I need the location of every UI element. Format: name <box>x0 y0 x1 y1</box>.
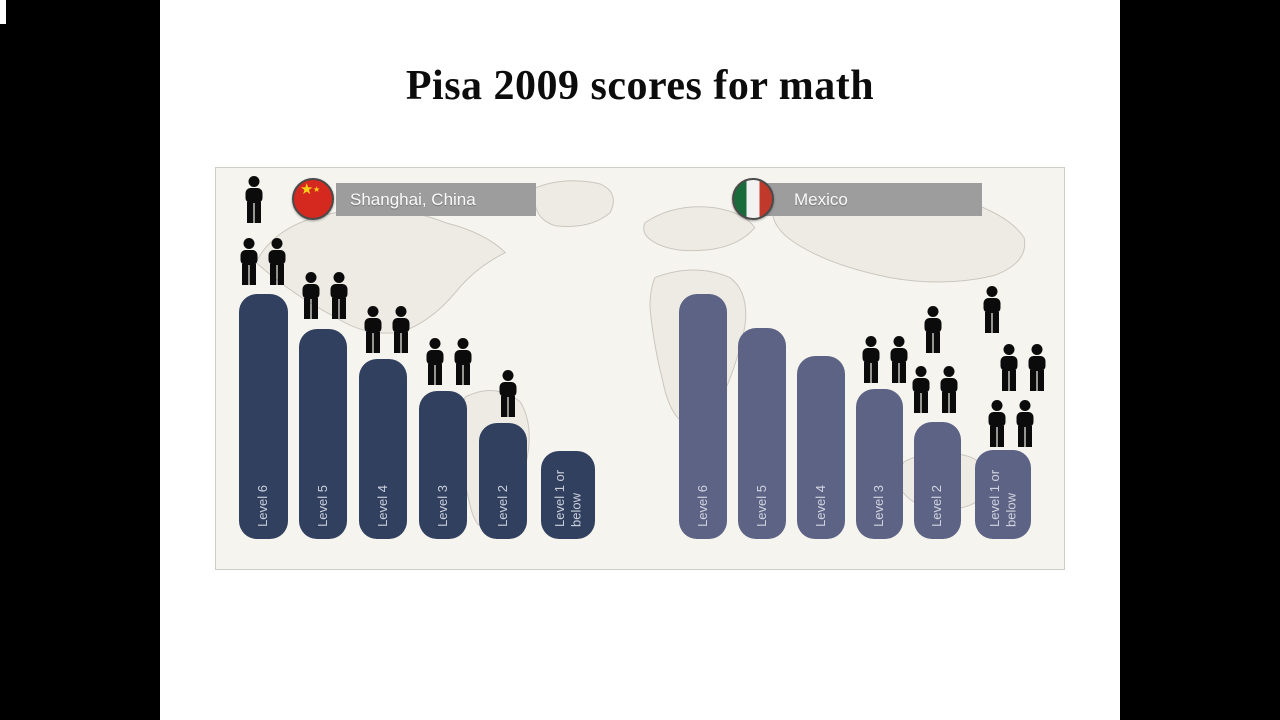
legend-shanghai: Shanghai, China <box>336 183 536 216</box>
legend-mexico: Mexico <box>756 183 982 216</box>
bar-label: Level 6 <box>255 485 271 527</box>
person-icon <box>912 366 930 413</box>
bar-shanghai-level5: Level 5 <box>299 329 347 539</box>
person-icon <box>240 238 258 285</box>
bar-label: Level 1 or below <box>551 469 583 527</box>
mexico-flag-icon <box>732 178 774 220</box>
bar-shanghai-level4: Level 4 <box>359 359 407 539</box>
person-icon <box>245 176 263 223</box>
bar-label: Level 4 <box>812 485 828 527</box>
bar-mexico-level2: Level 2 <box>914 422 961 539</box>
bar-label: Level 1 or below <box>986 469 1018 527</box>
person-icon <box>499 370 517 417</box>
person-icon <box>940 366 958 413</box>
china-flag-small-star: ★ <box>313 185 321 194</box>
person-icon <box>1000 344 1018 391</box>
person-icon <box>454 338 472 385</box>
bar-label: Level 4 <box>374 485 390 527</box>
bar-mexico-level3: Level 3 <box>856 389 903 539</box>
bar-shanghai-level1-or-below: Level 1 or below <box>541 451 595 539</box>
bar-label: Level 6 <box>694 485 710 527</box>
bar-label: Level 3 <box>871 485 887 527</box>
person-icon <box>924 306 942 353</box>
person-icon <box>392 306 410 353</box>
bar-label: Level 5 <box>753 485 769 527</box>
china-flag-icon: ★ ★ <box>292 178 334 220</box>
bar-mexico-level6: Level 6 <box>679 294 727 539</box>
person-icon <box>988 400 1006 447</box>
bar-label: Level 3 <box>434 485 450 527</box>
china-flag-star: ★ <box>300 181 314 198</box>
person-icon <box>983 286 1001 333</box>
person-icon <box>890 336 908 383</box>
bar-shanghai-level3: Level 3 <box>419 391 467 539</box>
bar-mexico-level1-or-below: Level 1 or below <box>975 450 1031 539</box>
slide-title: Pisa 2009 scores for math <box>405 63 875 109</box>
pisa-pictogram-chart: Shanghai, China ★ ★ Mexico Level 6 Level… <box>215 167 1065 570</box>
person-icon <box>1016 400 1034 447</box>
bar-label: Level 5 <box>314 485 330 527</box>
bar-mexico-level4: Level 4 <box>797 356 845 539</box>
bar-label: Level 2 <box>494 485 510 527</box>
legend-shanghai-label: Shanghai, China <box>350 190 476 209</box>
legend-mexico-label: Mexico <box>794 190 848 209</box>
video-frame-artifact <box>0 0 6 24</box>
person-icon <box>862 336 880 383</box>
person-icon <box>364 306 382 353</box>
slide: Pisa 2009 scores for math <box>160 0 1120 720</box>
person-icon <box>426 338 444 385</box>
bar-shanghai-level2: Level 2 <box>479 423 527 539</box>
person-icon <box>302 272 320 319</box>
bar-label: Level 2 <box>929 485 945 527</box>
person-icon <box>268 238 286 285</box>
bar-shanghai-level6: Level 6 <box>239 294 288 539</box>
person-icon <box>330 272 348 319</box>
person-icon <box>1028 344 1046 391</box>
bar-mexico-level5: Level 5 <box>738 328 786 539</box>
